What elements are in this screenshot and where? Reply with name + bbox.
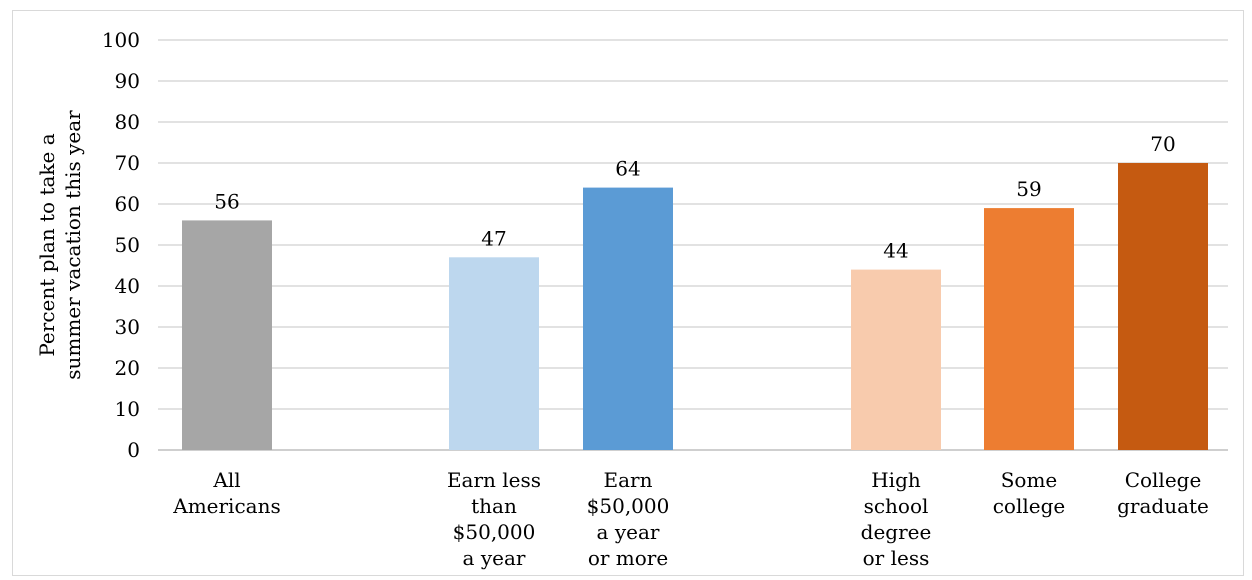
data-label: 70 [1150,132,1175,156]
x-tick-label-line: $50,000 [587,494,670,518]
x-tick-label-line: college [993,494,1066,518]
y-tick-label: 50 [115,233,140,257]
y-tick-label: 90 [115,69,140,93]
x-tick-label-line: Earn [604,468,653,492]
data-label: 44 [883,239,908,263]
y-tick-label: 70 [115,151,140,175]
x-tick-label-line: Some [1001,468,1058,492]
x-tick-label-line: Earn less [447,468,541,492]
bar [851,269,941,450]
x-tick-label-line: a year [463,546,526,570]
y-tick-label: 10 [115,397,140,421]
x-tick-label-line: High [871,468,921,492]
x-tick-label: All Americans [172,468,280,518]
y-axis-label: Percent plan to take a summer vacation th… [35,110,85,380]
x-tick-label: Earn less than $50,000 a year [447,468,541,570]
data-label: 47 [481,226,506,250]
y-tick-label: 20 [115,356,140,380]
bar [182,220,272,450]
bar [583,187,673,450]
x-tick-label-line: graduate [1117,494,1209,518]
y-tick-label: 30 [115,315,140,339]
bars [182,163,1208,450]
x-tick-label-line: school [864,494,929,518]
y-tick-label: 40 [115,274,140,298]
x-tick-label: High school degree or less [861,468,932,570]
bar [984,208,1074,450]
x-tick-label-line: than [471,494,517,518]
x-tick-label-line: College [1125,468,1202,492]
y-tick-label: 80 [115,110,140,134]
x-tick-label-line: $50,000 [453,520,536,544]
x-tick-label: College graduate [1117,468,1209,518]
data-labels: 56 47 64 44 59 70 [214,132,1175,263]
y-tick-label: 60 [115,192,140,216]
data-label: 59 [1016,177,1041,201]
y-axis-label-line: summer vacation this year [61,110,85,380]
x-tick-label: Some college [993,468,1066,518]
y-tick-labels: 0 10 20 30 40 50 60 70 80 90 100 [102,28,140,462]
y-axis-label-line: Percent plan to take a [35,133,59,356]
y-tick-label: 100 [102,28,140,52]
data-label: 64 [615,157,640,181]
bar [1118,163,1208,450]
x-tick-label-line: or more [588,546,668,570]
x-tick-label-line: All [212,468,240,492]
data-label: 56 [214,189,239,213]
x-tick-label-line: or less [863,546,930,570]
x-tick-label-line: Americans [172,494,280,518]
x-tick-label-line: degree [861,520,932,544]
x-tick-label: Earn $50,000 a year or more [587,468,670,570]
y-tick-label: 0 [127,438,140,462]
x-tick-label-line: a year [597,520,660,544]
bar [449,257,539,450]
